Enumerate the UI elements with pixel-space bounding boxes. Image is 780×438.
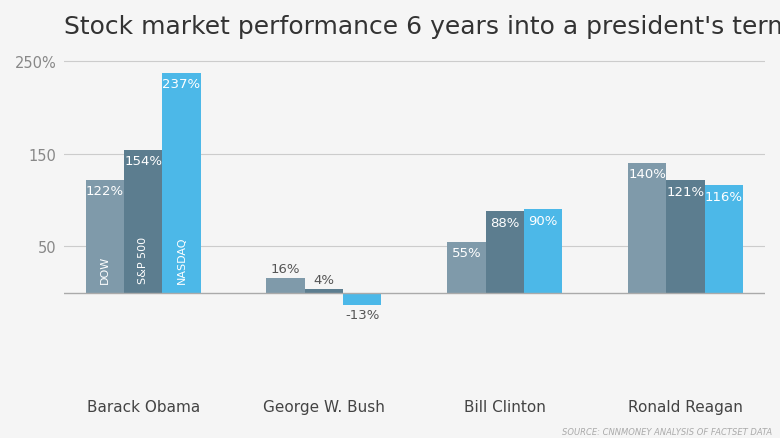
Text: 122%: 122%	[86, 185, 124, 198]
Text: DOW: DOW	[100, 256, 110, 284]
Text: Stock market performance 6 years into a president's term: Stock market performance 6 years into a …	[64, 15, 780, 39]
Bar	[343, 293, 381, 305]
Text: SOURCE: CNNMONEY ANALYSIS OF FACTSET DATA: SOURCE: CNNMONEY ANALYSIS OF FACTSET DAT…	[562, 427, 772, 436]
Text: 140%: 140%	[628, 168, 666, 181]
Bar	[628, 163, 666, 293]
Text: 88%: 88%	[490, 216, 519, 229]
Text: 55%: 55%	[452, 247, 481, 260]
Bar	[447, 242, 486, 293]
Bar	[86, 180, 124, 293]
Bar	[666, 181, 705, 293]
Text: -13%: -13%	[345, 308, 380, 321]
Bar	[705, 186, 743, 293]
Bar	[305, 290, 343, 293]
Bar	[267, 278, 305, 293]
Bar	[524, 210, 562, 293]
Bar	[162, 74, 200, 293]
Text: 4%: 4%	[314, 274, 335, 286]
Text: 90%: 90%	[528, 214, 558, 227]
Bar	[486, 212, 524, 293]
Text: S&P 500: S&P 500	[138, 237, 148, 284]
Text: 154%: 154%	[124, 155, 162, 168]
Text: 16%: 16%	[271, 262, 300, 276]
Text: 237%: 237%	[162, 78, 200, 91]
Text: NASDAQ: NASDAQ	[176, 237, 186, 284]
Bar	[124, 151, 162, 293]
Text: 121%: 121%	[666, 186, 704, 199]
Text: 116%: 116%	[705, 190, 743, 203]
